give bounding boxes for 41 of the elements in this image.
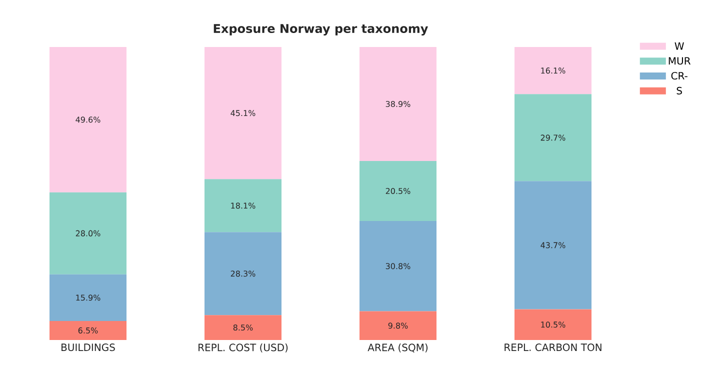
bar <box>50 274 127 321</box>
x-tick-label: REPL. COST (USD) <box>198 344 288 352</box>
bar <box>360 160 436 222</box>
x-tick-label: BUILDINGS <box>62 344 115 352</box>
legend-label: S <box>676 86 682 94</box>
data-label: 18.1% <box>231 202 256 209</box>
bar <box>204 46 282 180</box>
data-label: 15.9% <box>76 294 100 301</box>
x-tick-label: AREA (SQM) <box>368 344 428 352</box>
data-label: 49.6% <box>76 116 100 123</box>
legend-label: MUR <box>668 57 690 65</box>
bar <box>514 46 592 94</box>
data-label: 30.8% <box>386 263 410 270</box>
data-label: 45.1% <box>230 110 256 116</box>
legend-label: W <box>674 42 684 50</box>
bar <box>50 320 127 340</box>
bar <box>204 315 282 340</box>
data-label: 38.9% <box>386 100 410 107</box>
bar <box>514 94 592 182</box>
data-label: 6.5% <box>78 327 98 334</box>
data-label: 28.3% <box>230 270 256 277</box>
data-label: 29.7% <box>540 134 566 141</box>
bar <box>514 181 592 310</box>
data-label: 20.5% <box>386 188 410 194</box>
bar <box>50 192 127 274</box>
data-label: 28.0% <box>76 230 100 236</box>
x-tick-label: REPL. CARBON TON <box>504 344 602 352</box>
chart-title: Exposure Norway per taxonomy <box>214 24 428 36</box>
bar <box>204 179 282 232</box>
data-label: 16.1% <box>541 68 566 74</box>
bar <box>204 232 282 316</box>
legend-label: CR- <box>671 72 688 80</box>
data-label: 10.5% <box>541 322 566 328</box>
bar <box>50 46 127 192</box>
data-label: 43.7% <box>540 242 566 248</box>
bar <box>360 311 436 340</box>
bar <box>514 309 592 340</box>
data-label: 8.5% <box>233 324 253 331</box>
bar <box>360 221 436 312</box>
data-label: 9.8% <box>388 322 408 329</box>
bar <box>360 46 436 161</box>
